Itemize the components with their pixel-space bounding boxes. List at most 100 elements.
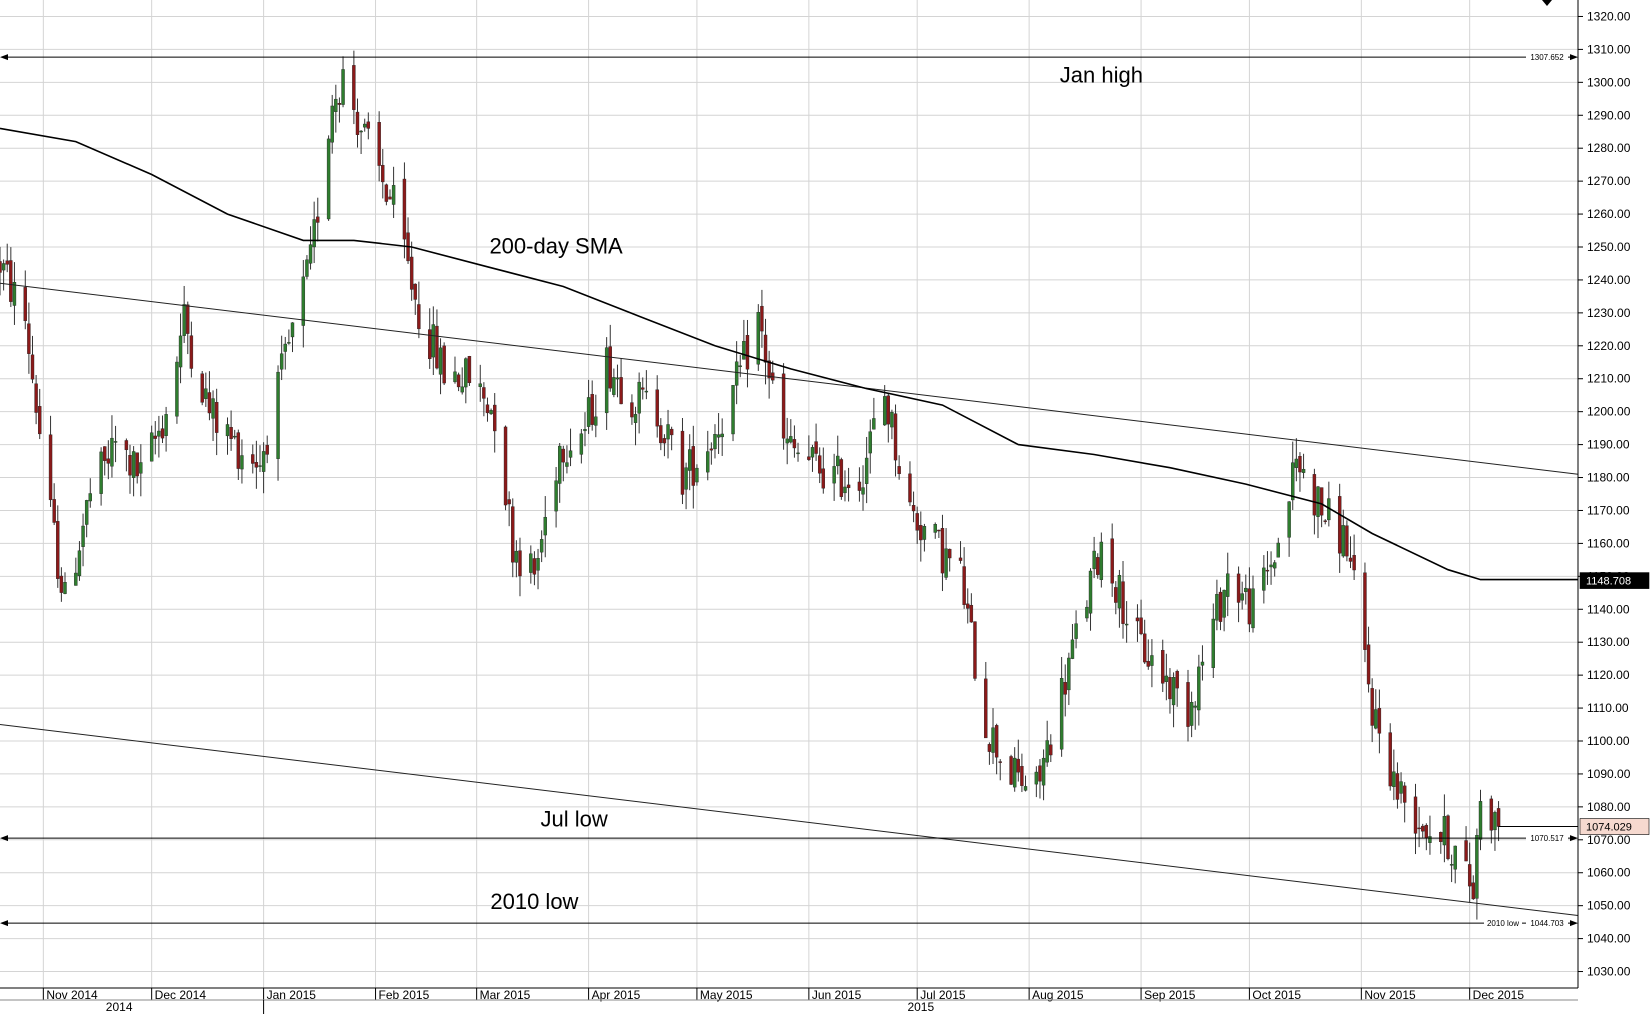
level-value-box	[1526, 832, 1568, 845]
candle-down	[1319, 487, 1324, 516]
y-tick-label: 1120.00	[1587, 668, 1630, 682]
candle-up	[1442, 816, 1447, 846]
candle-down	[1345, 525, 1349, 557]
candle-up	[1222, 589, 1226, 618]
candle-up	[684, 467, 688, 490]
candle-up	[149, 432, 154, 462]
candle-up	[1272, 562, 1277, 569]
grid-lines	[0, 0, 1578, 988]
level-arrow-right	[1570, 920, 1578, 927]
candle-up	[1374, 709, 1378, 729]
candle-down	[1366, 644, 1371, 685]
level-value-box	[1526, 51, 1568, 64]
candle-down	[9, 260, 13, 302]
candle-down	[947, 548, 952, 559]
y-tick-label: 1320.00	[1587, 9, 1631, 23]
candle-down	[413, 283, 417, 300]
level-value-label: 1307.652	[1530, 53, 1564, 62]
candle-down	[467, 356, 472, 384]
candle-up	[334, 98, 338, 112]
level-arrow-left	[0, 54, 8, 61]
candle-up	[1171, 677, 1176, 706]
candle-down	[34, 383, 38, 413]
scroll-marker-icon	[1542, 0, 1552, 6]
level-side-box	[1484, 917, 1522, 930]
annotation-text: Jul low	[541, 807, 608, 832]
candle-up	[363, 123, 367, 128]
candle-up	[240, 455, 244, 470]
candle-down	[27, 323, 31, 354]
y-tick-label: 1230.00	[1587, 306, 1631, 320]
annotation-text: 2010 low	[490, 889, 578, 914]
x-tick-label: Jul 2015	[920, 988, 966, 1002]
candle-up	[836, 455, 840, 467]
price-tag-box	[1579, 818, 1650, 835]
candle-up	[734, 361, 739, 386]
y-tick-label: 1070.00	[1587, 833, 1631, 847]
candle-down	[1236, 573, 1241, 603]
candle-up	[326, 138, 331, 220]
candle-up	[1493, 812, 1497, 831]
candle-down	[608, 346, 612, 389]
candle-up	[438, 347, 443, 375]
y-tick-label: 1260.00	[1587, 207, 1631, 221]
candle-down	[1139, 617, 1143, 635]
candle-down	[630, 402, 634, 418]
candle-up	[633, 414, 638, 423]
candle-up	[1189, 702, 1194, 726]
x-tick-label: May 2015	[700, 988, 753, 1002]
candle-up	[539, 539, 544, 553]
candle-up	[1287, 501, 1291, 538]
candle-down	[1424, 824, 1429, 839]
candle-up	[431, 324, 436, 358]
candle-down	[1161, 650, 1165, 684]
candle-up	[529, 553, 533, 573]
candle-down	[893, 413, 898, 461]
candle-down	[619, 377, 623, 405]
level-side-label: 2010 low	[1487, 919, 1519, 928]
candle-up	[666, 424, 670, 440]
candle-down	[1049, 744, 1053, 756]
candle-up	[1034, 771, 1039, 785]
candle-down	[503, 426, 508, 506]
candle-down	[781, 373, 786, 439]
candle-down	[229, 427, 233, 439]
candle-down	[409, 256, 414, 290]
candle-down	[839, 459, 844, 497]
candle-up	[1164, 675, 1169, 682]
candle-down	[857, 481, 862, 491]
candle-down	[1175, 670, 1179, 689]
level-value-label: 1044.703	[1530, 919, 1564, 928]
candle-down	[1348, 557, 1353, 562]
candle-up	[1023, 786, 1028, 791]
y-tick-label: 1290.00	[1587, 108, 1631, 122]
candle-up	[1244, 587, 1248, 592]
candle-down	[886, 395, 891, 425]
candle-down	[482, 387, 486, 399]
candle-down	[590, 394, 594, 425]
candle-down	[251, 454, 255, 464]
candle-up	[204, 388, 208, 399]
candle-down	[381, 164, 385, 183]
candle-up	[1041, 757, 1046, 786]
x-tick-label: Mar 2015	[480, 988, 531, 1002]
candle-down	[1312, 474, 1317, 516]
annotation-text: 200-day SMA	[489, 234, 623, 259]
candle-up	[1012, 757, 1017, 788]
annotation-text: Jan high	[1060, 62, 1143, 87]
candle-up	[1449, 864, 1454, 866]
trendline	[0, 282, 1579, 475]
candle-down	[265, 444, 269, 455]
x-tick-label: Jun 2015	[812, 988, 862, 1002]
candle-down	[1110, 538, 1114, 584]
candle-up	[554, 480, 558, 512]
candle-down	[511, 506, 515, 563]
y-tick-label: 1040.00	[1587, 932, 1631, 946]
candle-up	[211, 398, 215, 419]
y-tick-label: 1240.00	[1587, 273, 1631, 287]
candle-down	[994, 725, 999, 758]
candle-down	[691, 446, 696, 486]
candle-down	[1016, 758, 1020, 773]
